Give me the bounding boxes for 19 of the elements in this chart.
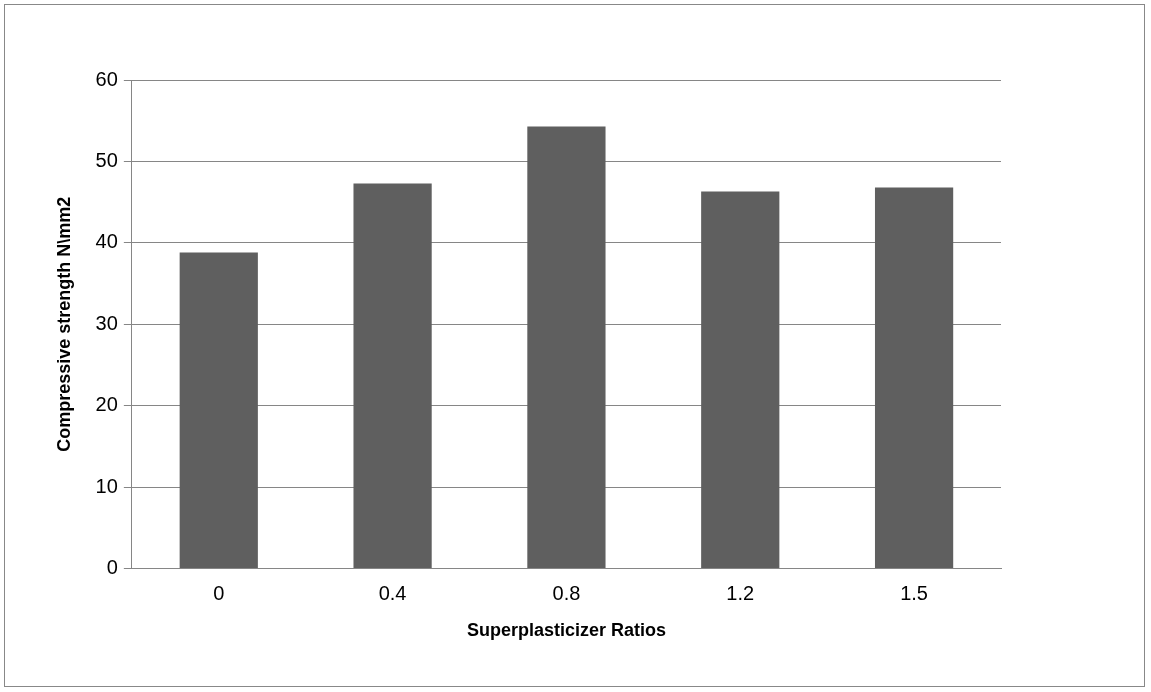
y-tick-label: 10: [95, 474, 118, 497]
x-tick-label: 1.5: [900, 581, 928, 604]
bar: [353, 183, 432, 568]
x-tick-label: 0: [213, 581, 225, 604]
bar: [179, 252, 258, 568]
y-tick-label: 40: [95, 230, 118, 253]
y-tick-label: 60: [95, 67, 118, 90]
y-tick-label: 30: [95, 311, 118, 334]
x-axis-title: Superplasticizer Ratios: [466, 620, 666, 641]
y-tick-label: 0: [106, 555, 118, 578]
bar: [701, 191, 780, 568]
y-axis-title: Compressive strength N\mm2: [53, 196, 74, 452]
x-tick-label: 1.2: [726, 581, 755, 604]
y-tick-label: 20: [95, 393, 118, 416]
x-tick-label: 0.8: [552, 581, 581, 604]
bar: [527, 126, 606, 568]
bar: [874, 187, 954, 568]
x-tick-label: 0.4: [378, 581, 407, 604]
y-tick-label: 50: [95, 148, 118, 171]
